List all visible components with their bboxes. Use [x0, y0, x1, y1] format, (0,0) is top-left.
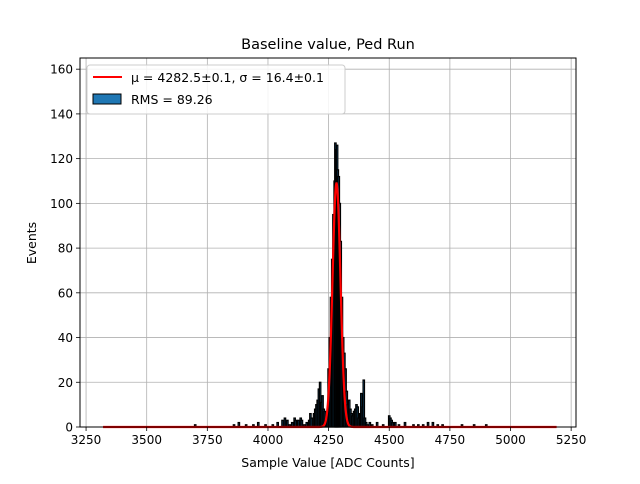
- x-tick-label: 4500: [374, 433, 405, 447]
- y-tick-label: 160: [50, 63, 73, 77]
- legend-fit-label: μ = 4282.5±0.1, σ = 16.4±0.1: [131, 70, 324, 85]
- legend-box: [86, 64, 346, 115]
- chart-title: Baseline value, Ped Run: [241, 37, 415, 53]
- y-tick-label: 120: [50, 152, 73, 166]
- axes-frame: [79, 57, 577, 428]
- y-tick-label: 60: [58, 286, 73, 300]
- legend-hist-swatch: [92, 93, 122, 105]
- y-tick-label: 80: [58, 242, 73, 256]
- legend-hist-label: RMS = 89.26: [131, 92, 213, 107]
- y-axis-label: Events: [24, 222, 39, 264]
- y-axis-ticks: 0 20 40 60 80 100 120 140 160: [50, 63, 80, 435]
- x-tick-label: 5000: [495, 433, 526, 447]
- histogram-bar: [310, 417, 313, 428]
- x-axis-label: Sample Value [ADC Counts]: [241, 455, 414, 470]
- x-tick-label: 4750: [435, 433, 466, 447]
- y-tick-label: 100: [50, 197, 73, 211]
- y-tick-label: 40: [58, 331, 73, 345]
- legend: μ = 4282.5±0.1, σ = 16.4±0.1 RMS = 89.26: [86, 64, 346, 115]
- y-tick-label: 20: [58, 376, 73, 390]
- y-tick-label: 140: [50, 107, 73, 121]
- x-axis-ticks: 3250 3500 3750 4000 4250 4500 4750 5000 5250: [71, 427, 587, 447]
- x-tick-label: 4000: [253, 433, 284, 447]
- x-tick-label: 4250: [313, 433, 344, 447]
- x-tick-label: 5250: [556, 433, 587, 447]
- x-tick-label: 3500: [131, 433, 162, 447]
- histogram-bar: [283, 417, 287, 428]
- histogram-bars: [193, 142, 488, 428]
- x-tick-label: 3750: [192, 433, 223, 447]
- y-tick-label: 0: [65, 421, 73, 435]
- x-tick-label: 3250: [71, 433, 102, 447]
